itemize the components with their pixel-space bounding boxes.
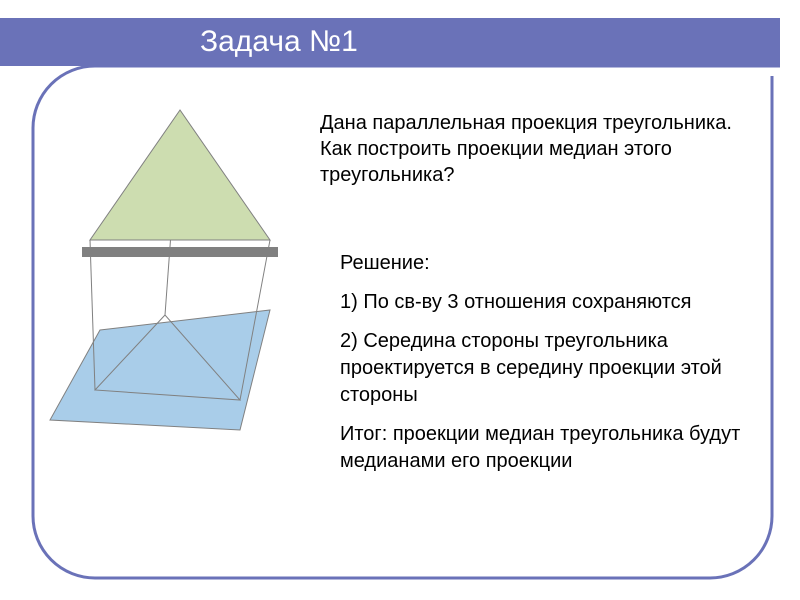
solution-block: Решение: 1) По св-ву 3 отношения сохраня… [340,250,760,487]
problem-text: Дана параллельная проекция треугольника.… [320,110,760,188]
header-bar: Задача №1 [0,18,780,66]
top-triangle [90,110,270,240]
solution-step-1: 1) По св-ву 3 отношения сохраняются [340,289,760,316]
solution-heading: Решение: [340,250,760,277]
base-plane [50,310,270,430]
solution-step-2: 2) Середина стороны треугольника проекти… [340,328,760,409]
projection-diagram [30,100,330,440]
header-title: Задача №1 [200,25,358,59]
solution-result: Итог: проекции медиан треугольника будут… [340,421,760,475]
